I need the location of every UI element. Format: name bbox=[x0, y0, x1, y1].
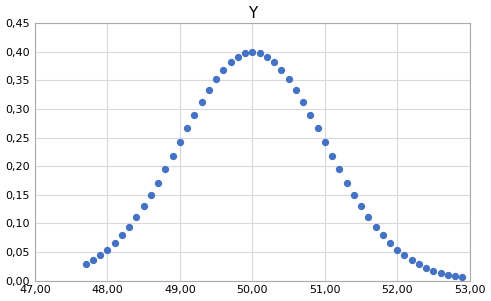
Point bbox=[321, 140, 329, 144]
Point bbox=[415, 262, 423, 267]
Point bbox=[285, 77, 293, 82]
Point bbox=[125, 224, 133, 229]
Point bbox=[314, 126, 322, 131]
Point bbox=[191, 113, 198, 117]
Point bbox=[350, 193, 358, 197]
Point bbox=[118, 233, 126, 238]
Point bbox=[89, 258, 97, 263]
Point bbox=[227, 60, 235, 65]
Point bbox=[277, 67, 285, 72]
Point bbox=[219, 67, 227, 72]
Point bbox=[422, 265, 430, 270]
Point bbox=[96, 253, 104, 258]
Point bbox=[335, 167, 343, 172]
Point bbox=[104, 247, 111, 252]
Point bbox=[270, 60, 278, 65]
Point bbox=[299, 100, 307, 104]
Point bbox=[248, 50, 256, 55]
Point bbox=[212, 77, 220, 82]
Point bbox=[162, 167, 169, 172]
Point bbox=[256, 51, 264, 56]
Point bbox=[379, 233, 387, 238]
Point bbox=[401, 253, 409, 258]
Point bbox=[198, 100, 206, 104]
Point bbox=[444, 272, 452, 277]
Point bbox=[357, 204, 365, 209]
Point bbox=[393, 247, 401, 252]
Point bbox=[82, 262, 90, 267]
Title: Y: Y bbox=[248, 5, 257, 20]
Point bbox=[234, 54, 242, 59]
Point bbox=[140, 204, 148, 209]
Point bbox=[451, 274, 459, 278]
Point bbox=[241, 51, 249, 56]
Point bbox=[459, 275, 466, 280]
Point bbox=[183, 126, 191, 131]
Point bbox=[430, 268, 437, 273]
Point bbox=[133, 215, 140, 219]
Point bbox=[263, 54, 271, 59]
Point bbox=[328, 154, 336, 158]
Point bbox=[343, 180, 351, 185]
Point bbox=[147, 193, 155, 197]
Point bbox=[386, 240, 394, 245]
Point bbox=[408, 258, 416, 263]
Point bbox=[437, 270, 445, 275]
Point bbox=[205, 88, 213, 92]
Point bbox=[292, 88, 300, 92]
Point bbox=[169, 154, 177, 158]
Point bbox=[176, 140, 184, 144]
Point bbox=[372, 224, 380, 229]
Point bbox=[154, 180, 162, 185]
Point bbox=[364, 215, 372, 219]
Point bbox=[306, 113, 314, 117]
Point bbox=[111, 240, 119, 245]
